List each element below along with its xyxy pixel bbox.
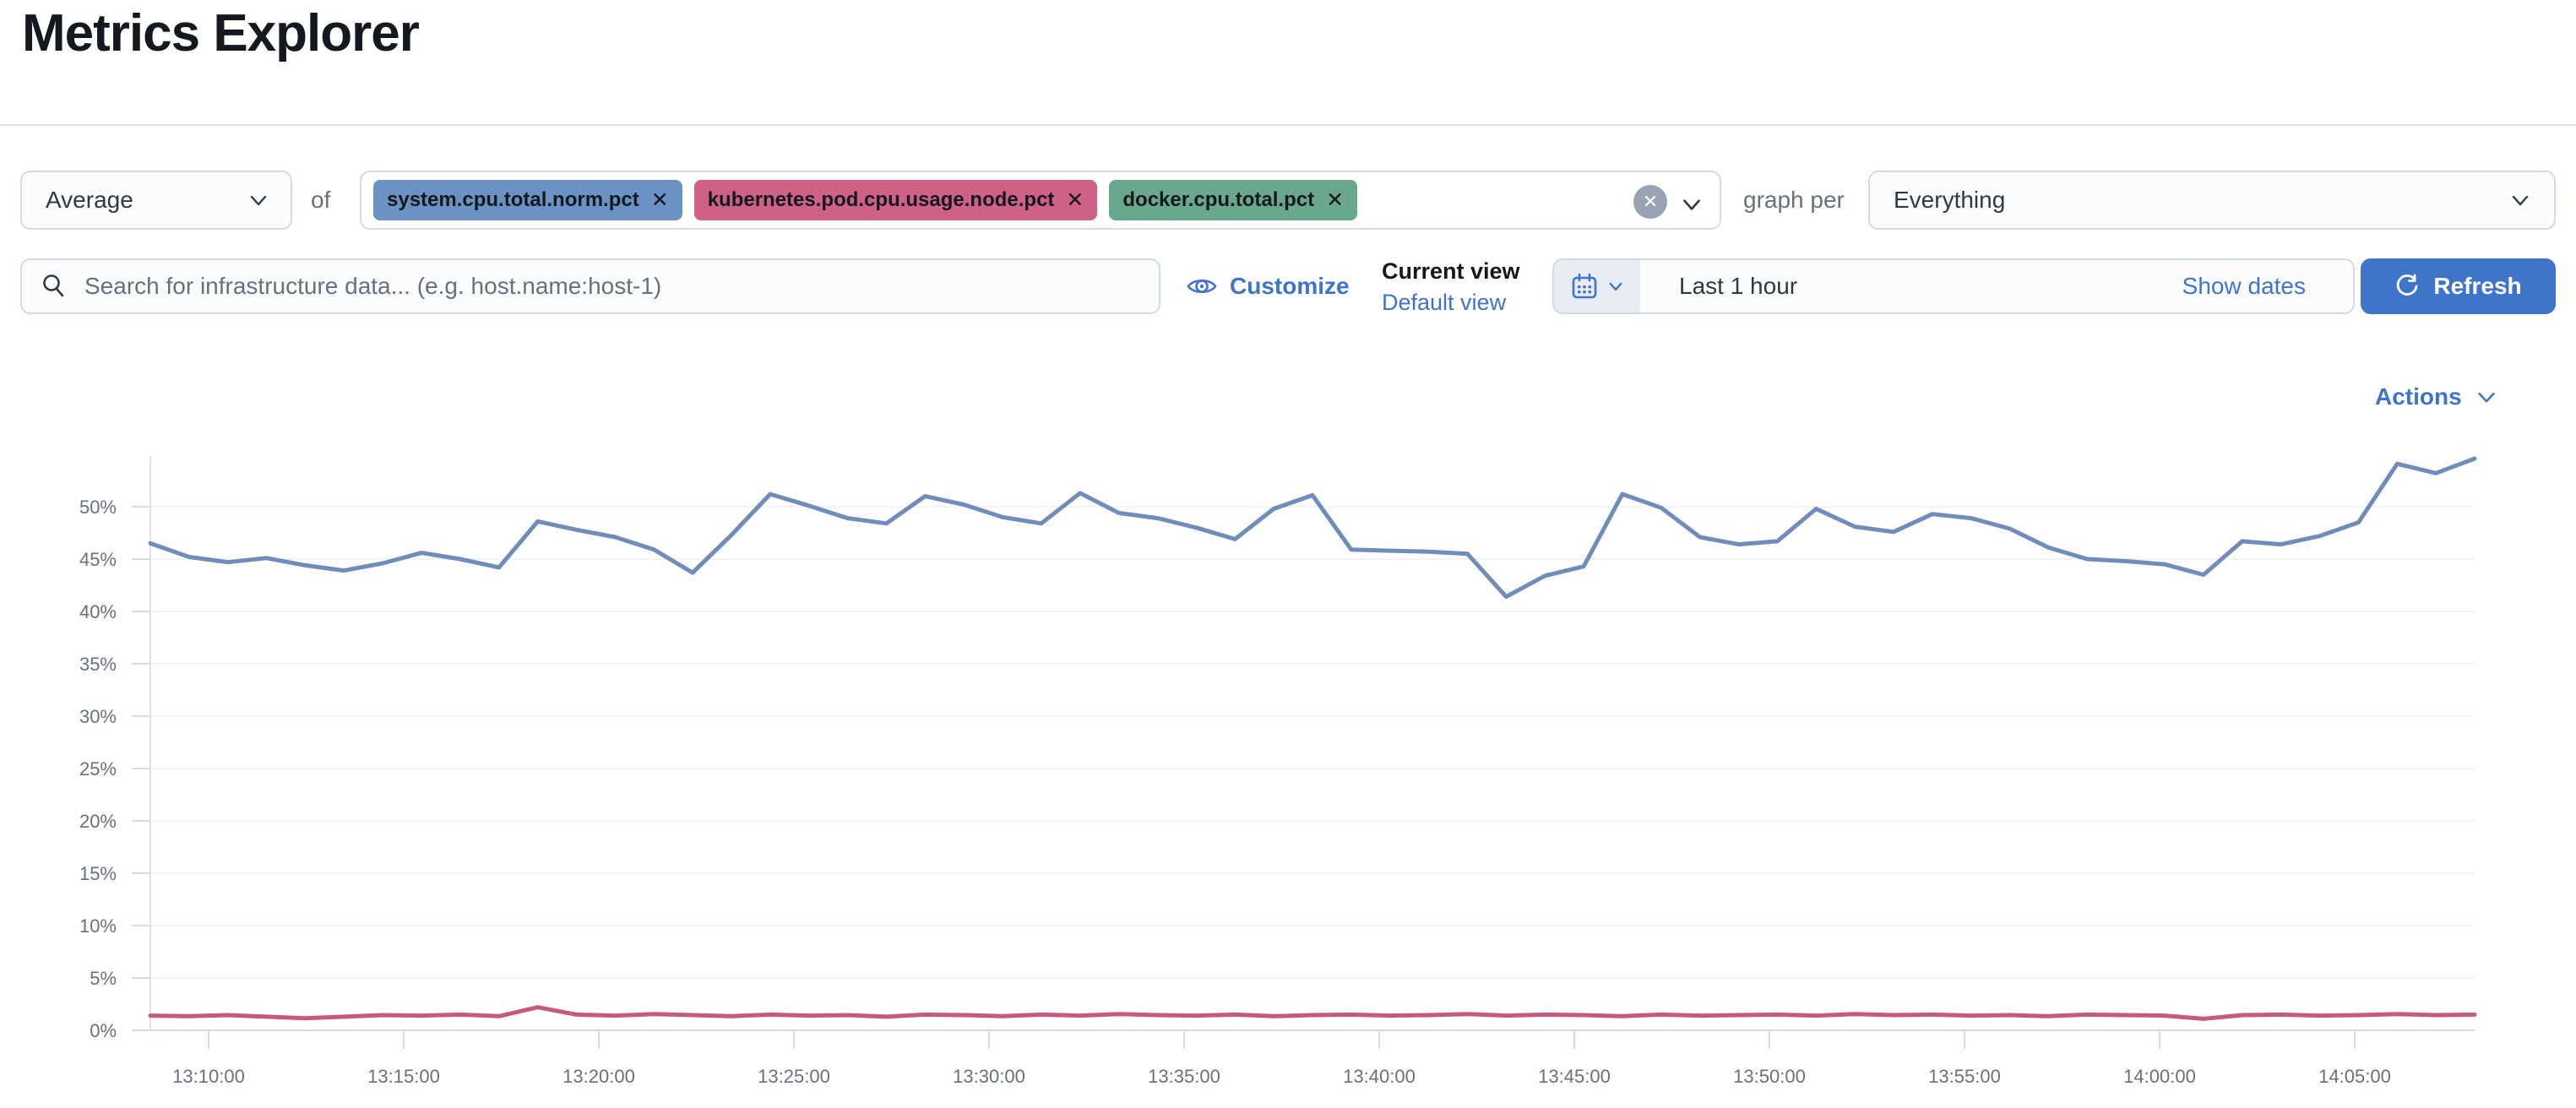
refresh-button[interactable]: Refresh (2361, 258, 2556, 314)
svg-text:40%: 40% (79, 601, 117, 622)
svg-text:45%: 45% (79, 549, 117, 570)
metric-badge[interactable]: docker.cpu.total.pct ✕ (1109, 180, 1358, 220)
svg-text:50%: 50% (79, 497, 117, 518)
search-icon (43, 274, 64, 297)
svg-text:35%: 35% (79, 654, 117, 675)
show-dates-button[interactable]: Show dates (2182, 273, 2306, 299)
svg-text:30%: 30% (79, 706, 117, 727)
metric-badge[interactable]: system.cpu.total.norm.pct ✕ (373, 180, 682, 220)
search-input[interactable] (84, 273, 1142, 300)
chevron-down-icon (2478, 392, 2495, 403)
time-range-picker[interactable]: Last 1 hour Show dates (1552, 258, 2355, 314)
svg-text:5%: 5% (90, 968, 117, 989)
page-title: Metrics Explorer (22, 4, 420, 62)
svg-text:25%: 25% (79, 758, 117, 779)
metric-badge-label: kubernetes.pod.cpu.usage.node.pct (707, 188, 1055, 211)
chevron-down-icon (1609, 282, 1622, 291)
group-by-select[interactable]: Everything (1868, 171, 2556, 230)
group-by-value: Everything (1894, 187, 2006, 213)
calendar-icon (1572, 273, 1597, 299)
metric-badge-label: system.cpu.total.norm.pct (387, 188, 639, 211)
view-switcher: Current view Default view (1382, 256, 1542, 318)
clear-all-icon[interactable]: ✕ (1633, 185, 1667, 219)
aggregation-value: Average (46, 187, 133, 213)
chevron-down-icon (250, 195, 267, 206)
svg-text:13:30:00: 13:30:00 (953, 1066, 1025, 1087)
eye-icon (1187, 279, 1217, 294)
customize-button[interactable]: Customize (1186, 258, 1350, 314)
svg-text:13:50:00: 13:50:00 (1733, 1066, 1806, 1087)
date-picker-calendar-button[interactable] (1554, 260, 1640, 312)
svg-text:13:35:00: 13:35:00 (1148, 1066, 1220, 1087)
remove-metric-icon[interactable]: ✕ (1066, 188, 1084, 212)
actions-label: Actions (2375, 383, 2462, 410)
graph-per-label: graph per (1743, 187, 1845, 213)
customize-label: Customize (1230, 273, 1350, 299)
metric-badge-label: docker.cpu.total.pct (1122, 188, 1315, 211)
svg-text:13:10:00: 13:10:00 (172, 1066, 245, 1087)
refresh-icon (2397, 274, 2418, 296)
refresh-label: Refresh (2433, 273, 2522, 299)
aggregation-select[interactable]: Average (20, 171, 292, 230)
of-label: of (311, 187, 331, 213)
metric-badge[interactable]: kubernetes.pod.cpu.usage.node.pct ✕ (693, 180, 1098, 220)
search-bar[interactable] (20, 258, 1160, 314)
line-series-system.cpu.total.norm.pct (148, 456, 2477, 600)
svg-text:20%: 20% (79, 811, 117, 832)
svg-text:13:55:00: 13:55:00 (1928, 1066, 2001, 1087)
chevron-down-icon (2512, 195, 2529, 206)
svg-text:13:40:00: 13:40:00 (1343, 1066, 1416, 1087)
remove-metric-icon[interactable]: ✕ (650, 188, 669, 212)
metrics-chart[interactable]: 0% 5% 10% 15% 20% 25% 30% 35% 40% 45% 50% 13:10:00 1… (0, 422, 2576, 1108)
metrics-combobox[interactable]: system.cpu.total.norm.pct ✕ kubernetes.p… (360, 171, 1721, 230)
actions-menu[interactable]: Actions (2375, 378, 2497, 416)
svg-text:14:00:00: 14:00:00 (2123, 1066, 2196, 1087)
chevron-down-icon[interactable] (1679, 192, 1704, 217)
svg-text:15%: 15% (79, 863, 117, 884)
header-divider (0, 124, 2576, 126)
svg-text:0%: 0% (90, 1020, 117, 1041)
line-series-kubernetes.pod.cpu.usage.node.pct (148, 1005, 2477, 1021)
time-range-value[interactable]: Last 1 hour (1679, 273, 1798, 299)
remove-metric-icon[interactable]: ✕ (1326, 188, 1345, 212)
svg-text:14:05:00: 14:05:00 (2318, 1066, 2391, 1087)
default-view-link[interactable]: Default view (1382, 290, 1507, 315)
svg-text:10%: 10% (79, 915, 117, 937)
svg-text:13:20:00: 13:20:00 (562, 1066, 635, 1087)
svg-text:13:15:00: 13:15:00 (367, 1066, 440, 1087)
svg-text:13:45:00: 13:45:00 (1538, 1066, 1611, 1087)
svg-text:13:25:00: 13:25:00 (758, 1066, 830, 1087)
current-view-label: Current view (1382, 258, 1520, 284)
